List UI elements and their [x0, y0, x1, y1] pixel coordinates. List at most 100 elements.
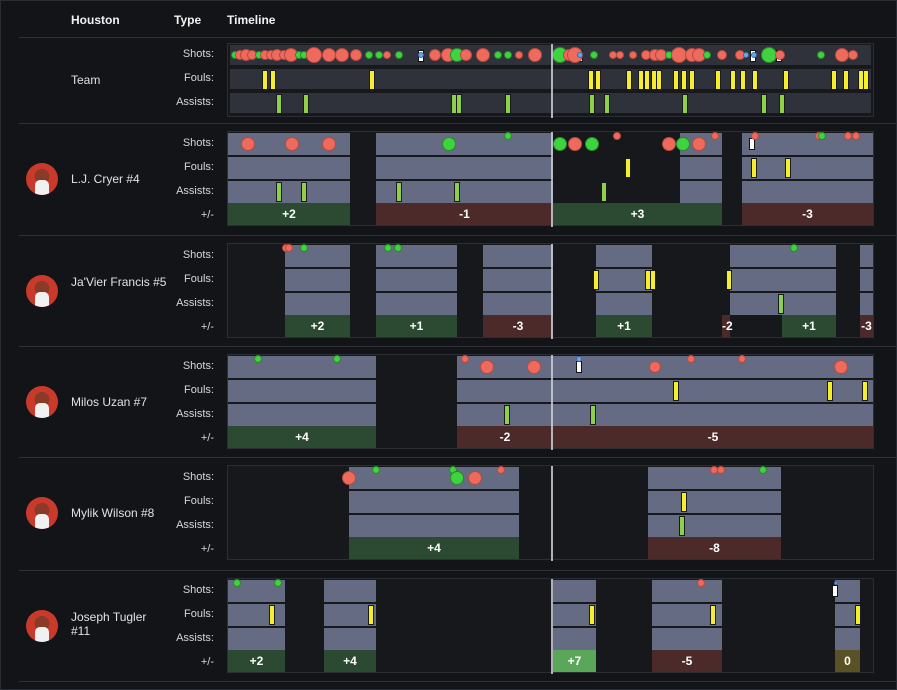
- team-assist-mark[interactable]: [682, 94, 688, 114]
- plusminus-value[interactable]: +2: [228, 650, 285, 672]
- plusminus-value[interactable]: +4: [324, 650, 376, 672]
- team-assist-mark[interactable]: [303, 94, 309, 114]
- shot-miss[interactable]: [568, 137, 582, 151]
- player-avatar[interactable]: [26, 163, 58, 195]
- shot-miss[interactable]: [662, 137, 676, 151]
- team-shot-miss[interactable]: [429, 49, 441, 61]
- shot-miss[interactable]: [697, 579, 705, 587]
- team-shot-miss[interactable]: [350, 49, 362, 61]
- team-foul-mark[interactable]: [638, 70, 644, 90]
- shot-make[interactable]: [442, 137, 456, 151]
- plusminus-value[interactable]: +1: [782, 315, 836, 337]
- team-shot-miss[interactable]: [848, 50, 858, 60]
- shot-make[interactable]: [790, 244, 798, 252]
- shot-miss[interactable]: [613, 132, 621, 140]
- plusminus-value[interactable]: 0: [835, 650, 860, 672]
- plusminus-value[interactable]: -2: [457, 426, 553, 448]
- team-foul-mark[interactable]: [262, 70, 268, 90]
- assist-mark[interactable]: [601, 182, 607, 202]
- shot-miss[interactable]: [285, 137, 299, 151]
- team-foul-mark[interactable]: [673, 70, 679, 90]
- assist-mark[interactable]: [679, 516, 685, 536]
- shot-make[interactable]: [372, 466, 380, 474]
- shot-miss[interactable]: [649, 361, 661, 373]
- shot-make[interactable]: [274, 579, 282, 587]
- foul-mark[interactable]: [589, 605, 595, 625]
- team-assist-mark[interactable]: [779, 94, 785, 114]
- player-timeline[interactable]: +2 -1 +3 -3: [227, 131, 874, 227]
- plusminus-value[interactable]: -8: [648, 537, 781, 559]
- player-name[interactable]: Milos Uzan #7: [71, 395, 148, 409]
- shot-miss[interactable]: [692, 137, 706, 151]
- plusminus-value[interactable]: -3: [742, 203, 873, 225]
- team-foul-mark[interactable]: [681, 70, 687, 90]
- team-foul-mark[interactable]: [740, 70, 746, 90]
- plusminus-value[interactable]: -3: [483, 315, 553, 337]
- plusminus-value[interactable]: +4: [228, 426, 376, 448]
- team-shot-miss[interactable]: [629, 51, 637, 59]
- team-foul-mark[interactable]: [588, 70, 594, 90]
- foul-mark[interactable]: [368, 605, 374, 625]
- plusminus-value[interactable]: +4: [349, 537, 519, 559]
- team-shot-miss[interactable]: [476, 48, 490, 62]
- team-assist-mark[interactable]: [456, 94, 462, 114]
- shot-make[interactable]: [504, 132, 512, 140]
- team-foul-mark[interactable]: [595, 70, 601, 90]
- team-shot-miss[interactable]: [322, 48, 336, 62]
- foul-mark[interactable]: [710, 605, 716, 625]
- team-foul-mark[interactable]: [863, 70, 869, 90]
- foul-mark[interactable]: [681, 492, 687, 512]
- team-shot-miss[interactable]: [383, 51, 391, 59]
- team-shot-ft[interactable]: [751, 52, 757, 58]
- foul-mark[interactable]: [625, 158, 631, 178]
- shot-ft[interactable]: [576, 356, 582, 362]
- shot-miss[interactable]: [834, 360, 848, 374]
- team-shot-ft[interactable]: [577, 52, 583, 58]
- shot-make[interactable]: [300, 244, 308, 252]
- team-shot-make[interactable]: [494, 51, 502, 59]
- team-timeline[interactable]: [227, 43, 874, 118]
- team-shot-ft[interactable]: [743, 52, 749, 58]
- shot-miss[interactable]: [322, 137, 336, 151]
- assist-mark[interactable]: [454, 182, 460, 202]
- player-name[interactable]: L.J. Cryer #4: [71, 172, 140, 186]
- shot-make[interactable]: [450, 471, 464, 485]
- assist-mark[interactable]: [504, 405, 510, 425]
- team-foul-mark[interactable]: [626, 70, 632, 90]
- foul-mark[interactable]: [827, 381, 833, 401]
- team-foul-mark[interactable]: [783, 70, 789, 90]
- plusminus-value[interactable]: +2: [228, 203, 350, 225]
- type-column-header[interactable]: Type: [174, 13, 202, 27]
- plusminus-value[interactable]: -5: [553, 426, 873, 448]
- shot-miss[interactable]: [468, 471, 482, 485]
- plusminus-value[interactable]: -2: [722, 315, 733, 337]
- team-shot-make[interactable]: [504, 51, 512, 59]
- player-avatar[interactable]: [26, 497, 58, 529]
- shot-make[interactable]: [333, 355, 341, 363]
- team-foul-mark[interactable]: [730, 70, 736, 90]
- assist-mark[interactable]: [590, 405, 596, 425]
- assist-mark[interactable]: [778, 294, 784, 314]
- plusminus-value[interactable]: +2: [285, 315, 350, 337]
- team-shot-miss[interactable]: [616, 51, 624, 59]
- shot-make[interactable]: [759, 466, 767, 474]
- team-shot-make[interactable]: [590, 51, 598, 59]
- player-timeline[interactable]: +4 -8: [227, 465, 874, 561]
- shot-miss[interactable]: [497, 466, 505, 474]
- team-foul-mark[interactable]: [656, 70, 662, 90]
- team-shot-miss[interactable]: [717, 50, 727, 60]
- team-foul-mark[interactable]: [644, 70, 650, 90]
- team-shot-make[interactable]: [395, 51, 403, 59]
- player-avatar[interactable]: [26, 386, 58, 418]
- team-shot-miss[interactable]: [460, 49, 472, 61]
- team-assist-mark[interactable]: [276, 94, 282, 114]
- shot-miss[interactable]: [717, 466, 725, 474]
- team-shot-ft[interactable]: [418, 52, 424, 58]
- plusminus-value[interactable]: -3: [860, 315, 873, 337]
- shot-miss[interactable]: [687, 355, 695, 363]
- shot-make[interactable]: [585, 137, 599, 151]
- shot-make[interactable]: [818, 132, 826, 140]
- team-shot-miss[interactable]: [528, 48, 542, 62]
- player-name[interactable]: Ja'Vier Francis #5: [71, 275, 167, 289]
- foul-mark[interactable]: [726, 270, 732, 290]
